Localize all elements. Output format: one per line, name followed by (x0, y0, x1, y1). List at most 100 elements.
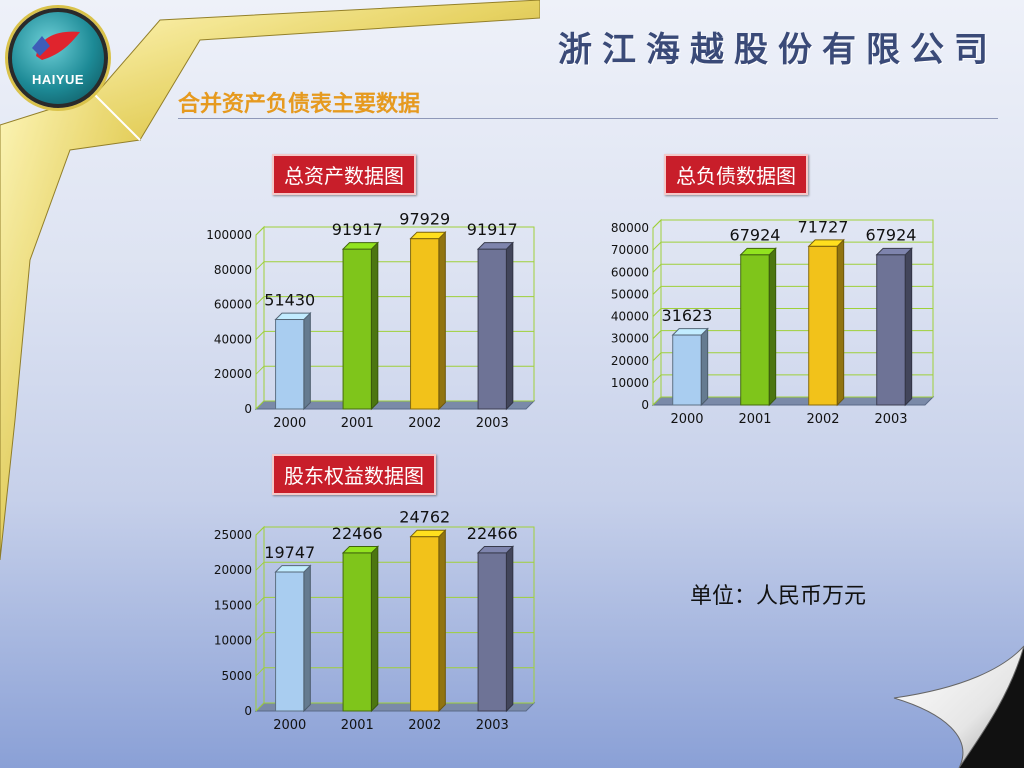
x-tick-label: 2003 (476, 416, 509, 431)
bar-front (275, 319, 305, 410)
y-tick-label: 20000 (611, 354, 649, 368)
chart-title-total-assets: 总资产数据图 (272, 154, 416, 195)
chart-title-equity: 股东权益数据图 (272, 454, 436, 495)
bar-top (875, 247, 913, 256)
equity-chart: 0 5000 10000 15000 20000 25000 19747 2000 22466 2… (214, 508, 536, 733)
y-tick-label: 60000 (214, 298, 252, 312)
y-tick-label: 80000 (611, 221, 649, 235)
bar-2002 (807, 238, 845, 407)
bar-2002 (409, 230, 447, 411)
bar-top (671, 328, 709, 336)
bar-2000 (274, 311, 312, 411)
y-tick-label: 30000 (611, 332, 649, 346)
y-tick-label: 0 (244, 402, 252, 416)
bar-front (808, 245, 838, 406)
x-tick-label: 2002 (806, 412, 839, 427)
total-liabilities-chart: 0 10000 20000 30000 40000 50000 60000 70000 8000… (611, 217, 935, 427)
data-label: 22466 (467, 524, 518, 543)
x-tick-label: 2000 (273, 416, 306, 431)
bar-front (477, 552, 507, 712)
chart-side-wall (255, 225, 265, 411)
chart-side-wall (255, 525, 265, 713)
bar-top (274, 312, 312, 321)
subtitle-underline (178, 118, 998, 119)
company-name: 浙江海越股份有限公司 (558, 30, 998, 70)
bar-front (672, 334, 702, 406)
bar-2001 (739, 247, 777, 407)
data-label: 67924 (866, 226, 917, 245)
bar-front (876, 254, 906, 406)
data-label: 91917 (332, 220, 383, 239)
y-tick-label: 10000 (611, 376, 649, 390)
y-tick-label: 5000 (221, 669, 252, 683)
bar-front (740, 254, 770, 406)
logo-emblem-icon (32, 31, 80, 60)
bar-top (409, 529, 447, 538)
y-tick-label: 80000 (214, 263, 252, 277)
y-tick-label: 0 (244, 704, 252, 718)
bar-2003 (476, 545, 515, 713)
bar-top (807, 239, 845, 247)
bar-side (904, 247, 913, 407)
gridline (652, 219, 933, 229)
page-curl-icon (893, 645, 1024, 768)
bar-side (836, 238, 845, 407)
bar-top (409, 231, 447, 240)
x-tick-label: 2001 (738, 412, 771, 427)
data-label: 31623 (662, 306, 713, 325)
bar-top (739, 247, 777, 256)
data-label: 71727 (798, 217, 849, 236)
bar-2001 (341, 241, 380, 411)
bar-front (275, 571, 305, 712)
y-tick-label: 0 (641, 398, 649, 412)
data-label: 19747 (264, 543, 315, 562)
y-tick-label: 15000 (214, 598, 252, 612)
x-tick-label: 2000 (273, 718, 306, 733)
y-tick-label: 40000 (214, 332, 252, 346)
bar-side (303, 311, 311, 411)
data-label: 51430 (264, 291, 315, 310)
bar-side (768, 247, 777, 407)
x-tick-label: 2001 (341, 718, 374, 733)
data-label: 22466 (332, 524, 383, 543)
bar-side (303, 564, 311, 713)
chart-title-total-liabilities: 总负债数据图 (664, 154, 808, 195)
bar-front (410, 536, 440, 712)
bar-top (476, 242, 515, 250)
y-tick-label: 20000 (214, 367, 252, 381)
bar-2000 (274, 564, 312, 713)
data-label: 24762 (399, 508, 450, 527)
y-tick-label: 100000 (206, 228, 252, 242)
bar-side (700, 327, 709, 407)
gridline (255, 226, 534, 236)
bar-2003 (476, 241, 515, 411)
y-tick-label: 25000 (214, 528, 252, 542)
bar-front (477, 248, 507, 410)
bar-top (274, 565, 312, 573)
y-tick-label: 20000 (214, 563, 252, 577)
x-tick-label: 2003 (874, 412, 907, 427)
y-tick-label: 50000 (611, 287, 649, 301)
bar-side (370, 545, 379, 713)
x-tick-label: 2003 (476, 718, 509, 733)
bar-top (341, 545, 380, 554)
data-label: 91917 (467, 220, 518, 239)
y-tick-label: 70000 (611, 243, 649, 257)
x-tick-label: 2002 (408, 416, 441, 431)
x-tick-label: 2001 (341, 416, 374, 431)
bar-front (410, 238, 440, 410)
bar-front (342, 552, 372, 712)
unit-label: 单位：人民币万元 (690, 584, 867, 609)
page-subtitle: 合并资产负债表主要数据 (178, 92, 421, 117)
x-tick-label: 2000 (670, 412, 703, 427)
haiyue-logo: HAIYUE (8, 8, 108, 108)
y-tick-label: 10000 (214, 634, 252, 648)
bar-side (438, 230, 446, 411)
bar-side (505, 545, 514, 713)
bar-side (438, 529, 446, 713)
total-assets-chart: 0 20000 40000 60000 80000 100000 51430 2000 9191… (206, 210, 536, 431)
bar-2001 (341, 545, 380, 713)
gridline (255, 526, 534, 536)
data-label: 97929 (399, 210, 450, 229)
bar-top (341, 242, 380, 250)
